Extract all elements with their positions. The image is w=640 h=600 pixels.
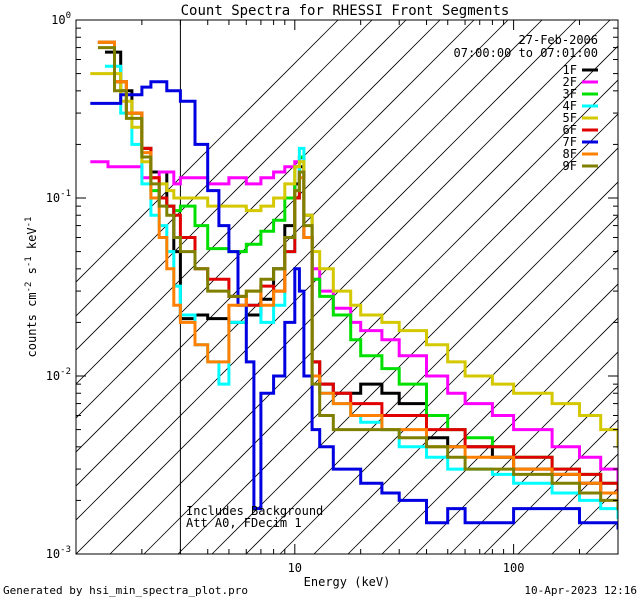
series-7f-line <box>90 80 618 530</box>
legend-label-3f: 3F <box>563 87 577 101</box>
hatch-line <box>449 385 618 554</box>
legend-label-6f: 6F <box>563 123 577 137</box>
timestamp-label: 10-Apr-2023 12:16 <box>524 584 637 597</box>
y-tick-label: 10-3 <box>46 545 71 561</box>
plot-frame <box>75 19 619 555</box>
hatch-line <box>177 113 618 554</box>
hatch-line <box>381 317 618 554</box>
hatch-line <box>76 20 577 521</box>
hatch-line <box>483 419 618 554</box>
hatch-line <box>211 147 618 554</box>
legend-label-1f: 1F <box>563 63 577 77</box>
series-3f-line <box>97 40 618 495</box>
hatch-line <box>76 20 441 385</box>
axis-ticks <box>75 19 619 555</box>
hatch-line <box>76 20 373 317</box>
time-range-label: 07:00:00 to 07:01:00 <box>454 46 599 60</box>
date-label: 27-Feb-2006 <box>519 33 598 47</box>
series-5f-line <box>90 72 618 449</box>
hatch-line <box>517 453 618 554</box>
series-4f-line <box>105 64 618 520</box>
annotation-attenuator: Att A0, FDecim 1 <box>186 516 302 530</box>
legend-label-8f: 8F <box>563 147 577 161</box>
series-8f-line <box>97 40 618 502</box>
hatch-line <box>76 20 407 351</box>
legend-label-2f: 2F <box>563 75 577 89</box>
hatch-line <box>415 351 618 554</box>
axis-tick-labels: 10 100 10-3 10-2 10-1 100 <box>46 11 525 575</box>
hatch-line <box>109 45 618 554</box>
y-tick-label: 100 <box>51 11 71 27</box>
x-tick-label: 10 <box>288 561 302 575</box>
chart-title: Count Spectra for RHESSI Front Segments <box>181 3 510 19</box>
hatch-line <box>347 283 618 554</box>
legend-label-4f: 4F <box>563 99 577 113</box>
y-tick-label: 10-2 <box>46 367 71 383</box>
y-axis-label: counts cm-2 s-1 keV-1 <box>24 217 39 358</box>
legend-label-9f: 9F <box>563 159 577 173</box>
x-tick-label: 100 <box>503 561 525 575</box>
annotation-background: Includes Background <box>186 504 323 518</box>
generated-by-label: Generated by hsi_min_spectra_plot.pro <box>3 584 248 597</box>
legend-label-5f: 5F <box>563 111 577 125</box>
hatch-line <box>245 181 618 554</box>
hatch-line <box>76 20 611 554</box>
hatch-line <box>313 249 618 554</box>
x-axis-label: Energy (keV) <box>304 575 391 589</box>
hatch-line <box>76 20 339 283</box>
hatch-line <box>279 215 618 554</box>
legend-label-7f: 7F <box>563 135 577 149</box>
y-tick-label: 10-1 <box>46 189 71 205</box>
hatch-line <box>143 79 618 554</box>
hatch-line <box>76 20 509 453</box>
series-6f-line <box>97 40 618 495</box>
series-layer <box>90 40 618 530</box>
series-9f-line <box>97 46 618 511</box>
